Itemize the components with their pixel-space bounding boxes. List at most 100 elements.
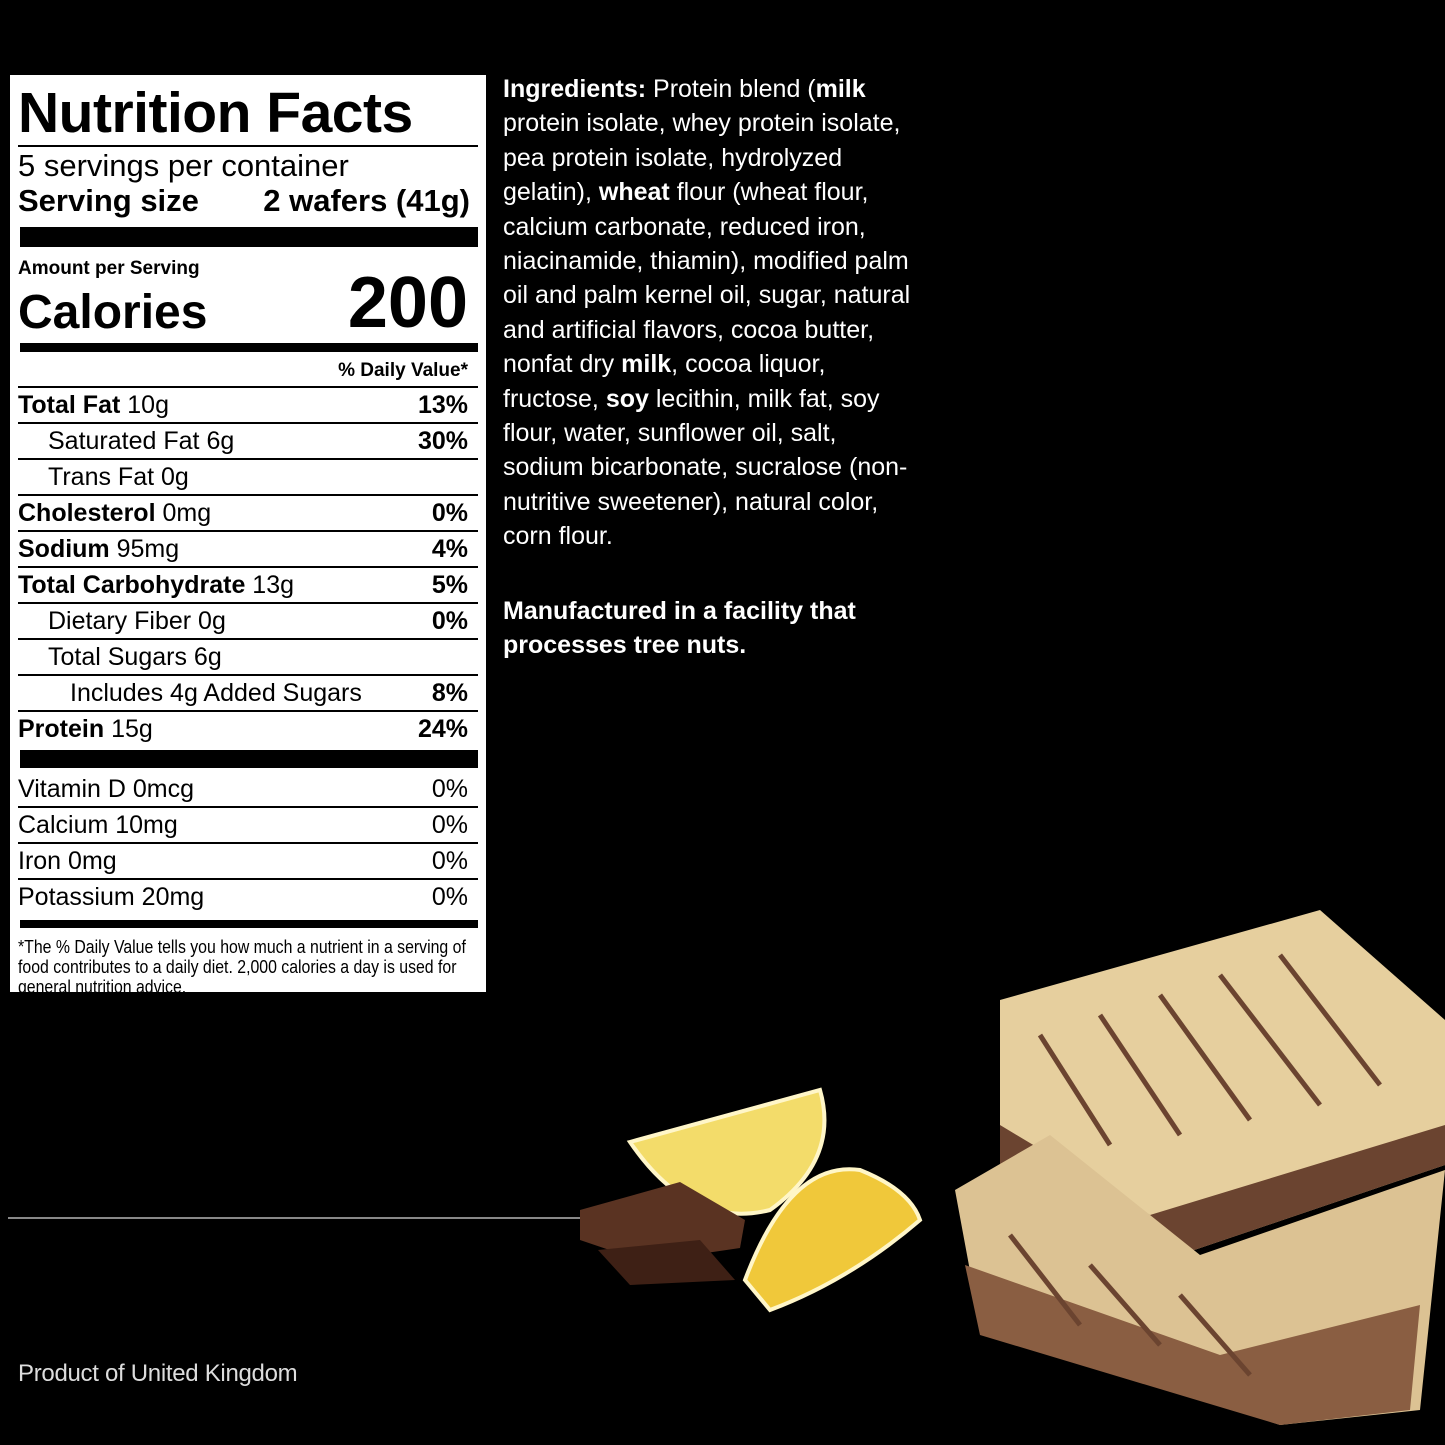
ingredients-text: Ingredients: Protein blend (milk protein… [503, 72, 918, 554]
nutrient-name: Trans Fat [48, 463, 155, 491]
ingredient-bold-text: Ingredients: [503, 75, 647, 103]
ingredient-bold-text: wheat [598, 178, 670, 207]
nutrient-row: Dietary Fiber 0g 0% [18, 604, 478, 640]
calories-row: Calories 200 [18, 267, 478, 339]
vitamin-row: Vitamin D 0mcg 0% [18, 772, 478, 808]
vitamin-list: Vitamin D 0mcg 0% Calcium 10mg 0% Iron 0mg 0%… [18, 772, 478, 916]
ingredient-bold-text: soy [605, 384, 649, 413]
nutrient-row: Total Sugars 6g [18, 640, 478, 676]
vitamin-daily-value: 0% [431, 883, 468, 911]
nutrient-label: Protein 15g [18, 712, 153, 748]
vitamin-name: Potassium [18, 883, 135, 911]
nutrient-daily-value: 13% [417, 391, 468, 419]
thick-divider [20, 750, 478, 768]
nutrient-row: Cholesterol 0mg 0% [18, 496, 478, 532]
nutrient-amount: 13g [252, 571, 295, 599]
medium-divider [20, 920, 478, 928]
divider [18, 145, 478, 147]
serving-size-label: Serving size [18, 183, 199, 218]
vitamin-row: Calcium 10mg 0% [18, 808, 478, 844]
nutrient-name: Saturated Fat [48, 427, 200, 455]
serving-size-value: 2 wafers (41g) [263, 183, 470, 218]
nutrient-name: Total Sugars [48, 643, 187, 671]
nutrient-row: Protein 15g 24% [18, 712, 478, 748]
allergen-statement: Manufactured in a facility that processe… [503, 597, 856, 660]
nutrient-amount: 95mg [116, 535, 180, 563]
country-of-origin: Product of United Kingdom [18, 1360, 298, 1387]
nutrient-list: Total Fat 10g 13% Saturated Fat 6g 30% Trans… [18, 388, 478, 748]
vitamin-daily-value: 0% [431, 847, 468, 875]
footnote: *The % Daily Value tells you how much a … [18, 937, 466, 997]
servings-per-container: 5 servings per container [18, 148, 349, 183]
nutrient-label: Cholesterol 0mg [18, 496, 211, 530]
nutrient-row: Total Fat 10g 13% [18, 388, 478, 424]
ingredient-text: Protein blend ( [646, 75, 816, 103]
label-title: Nutrition Facts [18, 81, 413, 145]
nutrition-facts-label: Nutrition Facts 5 servings per container… [10, 75, 486, 997]
nutrient-amount: 0g [198, 607, 226, 635]
nutrient-name: Total Carbohydrate [18, 571, 246, 599]
amount-per-serving: Amount per Serving [18, 258, 200, 279]
nutrient-amount: 10g [127, 391, 169, 419]
nutrient-name: Protein [18, 715, 105, 743]
nutrient-name: Sodium [18, 535, 110, 563]
vitamin-amount: 0mcg [132, 775, 195, 803]
nutrient-label: Trans Fat 0g [18, 460, 189, 494]
nutrient-amount: 6g [206, 427, 235, 455]
serving-size: Serving size 2 wafers (41g) [18, 183, 478, 219]
nutrient-daily-value: 4% [431, 535, 468, 563]
vitamin-daily-value: 0% [431, 811, 468, 839]
nutrient-label: Sodium 95mg [18, 532, 179, 566]
nutrient-name: Dietary Fiber [48, 607, 192, 635]
vitamin-label: Iron 0mg [18, 844, 117, 878]
medium-divider [20, 343, 478, 352]
daily-value-header: % Daily Value* [18, 352, 478, 388]
nutrient-label: Total Sugars 6g [18, 640, 222, 674]
ingredient-text: flour (wheat flour, calcium carbonate, r… [503, 178, 911, 379]
nutrient-amount: 15g [111, 715, 153, 743]
vitamin-amount: 10mg [115, 811, 178, 839]
vitamin-label: Vitamin D 0mcg [18, 772, 194, 806]
nutrient-daily-value: 0% [431, 607, 468, 635]
vitamin-label: Calcium 10mg [18, 808, 178, 842]
decorative-line [8, 1217, 583, 1219]
nutrient-daily-value: 5% [431, 571, 468, 599]
calories-value: 200 [347, 263, 468, 343]
vitamin-row: Potassium 20mg 0% [18, 880, 478, 916]
vitamin-name: Iron [18, 847, 62, 875]
nutrient-row: Sodium 95mg 4% [18, 532, 478, 568]
vitamin-label: Potassium 20mg [18, 880, 204, 916]
nutrient-label: Dietary Fiber 0g [18, 604, 226, 638]
nutrient-daily-value: 24% [417, 715, 468, 743]
vitamin-amount: 0mg [68, 847, 117, 875]
nutrient-name: Total Fat [18, 391, 121, 419]
nutrient-daily-value: 8% [431, 679, 468, 707]
thick-divider [20, 227, 478, 247]
nutrient-name: Cholesterol [18, 499, 156, 527]
calories-label: Calories [18, 286, 208, 339]
ingredient-bold-text: milk [815, 75, 866, 103]
nutrient-label: Total Fat 10g [18, 388, 169, 422]
lemon-chocolate-image [580, 1087, 923, 1313]
vitamin-daily-value: 0% [431, 775, 468, 803]
nutrient-row: Saturated Fat 6g 30% [18, 424, 478, 460]
nutrient-name: Includes 4g Added Sugars [70, 679, 362, 707]
nutrient-label: Includes 4g Added Sugars [18, 676, 362, 710]
nutrient-amount: 0mg [162, 499, 212, 527]
nutrient-daily-value: 0% [431, 499, 468, 527]
ingredient-text: , cocoa liquor, fructose, [503, 350, 826, 413]
ingredient-bold-text: milk [621, 350, 672, 379]
nutrient-row: Total Carbohydrate 13g 5% [18, 568, 478, 604]
nutrient-row: Trans Fat 0g [18, 460, 478, 496]
nutrient-row: Includes 4g Added Sugars 8% [18, 676, 478, 712]
nutrient-amount: 0g [161, 463, 189, 491]
ingredient-text: lecithin, milk fat, soy flour, water, su… [503, 384, 908, 551]
vitamin-name: Calcium [18, 811, 109, 839]
nutrient-label: Saturated Fat 6g [18, 424, 234, 458]
nutrient-daily-value: 30% [417, 427, 468, 455]
vitamin-amount: 20mg [141, 883, 205, 911]
wafer-image [955, 910, 1445, 1425]
nutrient-amount: 6g [193, 643, 222, 671]
nutrient-label: Total Carbohydrate 13g [18, 568, 294, 602]
ingredient-text: protein isolate, whey protein isolate, p… [503, 109, 901, 207]
